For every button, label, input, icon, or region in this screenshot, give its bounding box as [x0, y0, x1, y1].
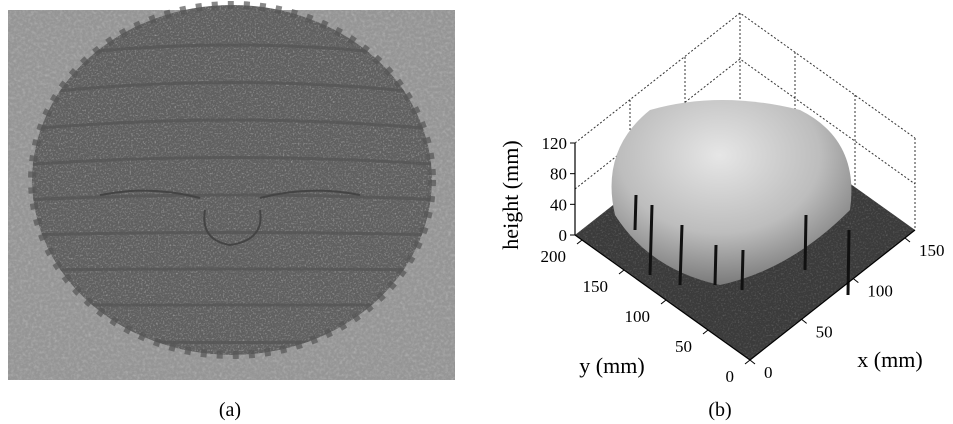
tick-mark — [661, 300, 666, 304]
tick-label: 100 — [867, 282, 893, 301]
relief-image — [8, 5, 455, 380]
tick-mark — [853, 279, 858, 283]
tick-label: 50 — [816, 322, 833, 341]
tick-label: 40 — [550, 195, 567, 214]
panel-label: (b) — [708, 399, 731, 421]
page: {"panel_a": {"label": "(a)"}, "panel_b":… — [0, 0, 953, 424]
tick-label: 150 — [583, 277, 609, 296]
tick-mark — [905, 238, 910, 242]
tick-mark — [619, 270, 624, 274]
x-axis-title: x (mm) — [857, 347, 922, 372]
tick-label: 150 — [919, 241, 945, 260]
y-axis-title: y (mm) — [579, 353, 644, 378]
tick-label: 120 — [542, 134, 568, 153]
tick-label: 0 — [559, 226, 568, 245]
z-axis-title: height (mm) — [498, 140, 523, 249]
tick-label: 100 — [625, 307, 651, 326]
tick-label: 80 — [550, 165, 567, 184]
tick-mark — [577, 240, 582, 244]
tick-mark — [802, 319, 807, 323]
tick-label: 200 — [541, 247, 567, 266]
tick-mark — [750, 360, 755, 364]
tick-label: 0 — [764, 363, 773, 382]
tick-label: 0 — [726, 367, 735, 386]
tick-label: 50 — [675, 337, 692, 356]
tick-mark — [703, 330, 708, 334]
tick-mark — [745, 360, 750, 364]
panel-label: (a) — [219, 399, 241, 421]
figure: (a) 0 40 80 120 0 50 100 150 200 0 50 100 150 height… — [0, 0, 953, 424]
